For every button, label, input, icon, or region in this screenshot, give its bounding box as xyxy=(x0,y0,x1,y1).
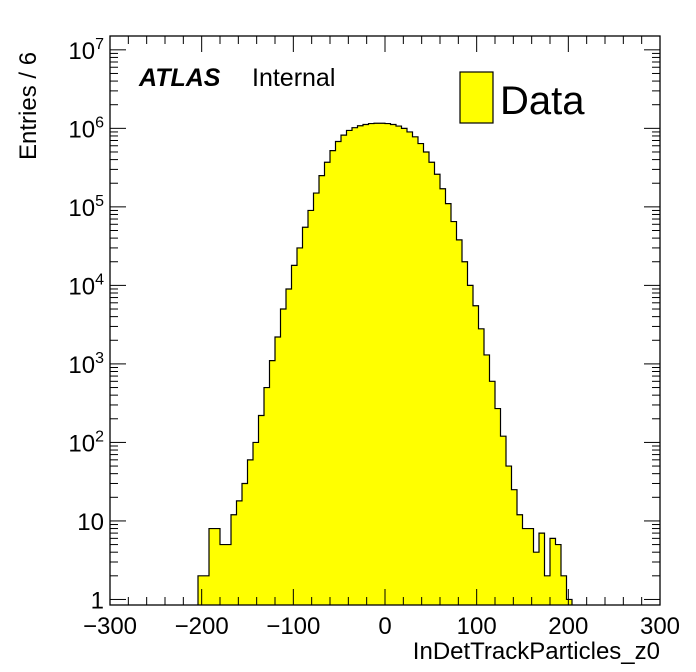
histogram-bar xyxy=(368,123,375,606)
histogram-bar xyxy=(236,500,243,605)
histogram-bar xyxy=(533,552,540,605)
histogram-bar xyxy=(313,193,320,605)
histogram-bar xyxy=(500,436,507,605)
histogram-bar xyxy=(566,599,573,605)
histogram-bar xyxy=(379,123,386,605)
histogram-bar xyxy=(319,175,325,606)
x-axis-label: InDetTrackParticles_z0 xyxy=(413,638,660,665)
histogram-bar xyxy=(423,151,430,605)
y-tick-labels: 1 10 102 103 104 105 106 107 xyxy=(68,36,104,615)
legend: Data xyxy=(459,71,585,124)
histogram-bar xyxy=(401,128,408,605)
histogram-bar xyxy=(484,354,490,605)
histogram-bar xyxy=(478,328,485,605)
histogram-bar xyxy=(429,162,435,605)
histogram-bar xyxy=(418,143,424,605)
y-tick-label: 107 xyxy=(68,36,104,65)
histogram-bar xyxy=(451,221,457,605)
y-tick-label: 102 xyxy=(68,428,104,457)
histogram-bar xyxy=(346,130,353,605)
y-tick-label: 104 xyxy=(68,271,104,300)
histogram-bar xyxy=(561,575,567,605)
histogram-bar xyxy=(291,265,298,605)
legend-swatch xyxy=(459,71,494,124)
y-tick-label: 106 xyxy=(68,114,104,143)
histogram-bar xyxy=(544,575,551,605)
histogram-bar xyxy=(341,135,347,606)
histogram-bar xyxy=(280,309,287,605)
histogram-bar xyxy=(253,442,259,605)
histogram-bar xyxy=(506,466,512,605)
internal-label: Internal xyxy=(252,64,335,92)
histogram-outline xyxy=(197,122,573,605)
axis-ticks xyxy=(109,36,661,605)
x-tick-label: 200 xyxy=(548,613,588,640)
histogram-bar xyxy=(407,131,413,605)
histogram-bar xyxy=(308,210,314,605)
histogram-bar xyxy=(242,483,248,605)
histogram-bar xyxy=(528,528,534,605)
histogram-bar xyxy=(363,124,369,606)
histogram-bar xyxy=(258,415,265,605)
histogram-bar xyxy=(374,123,380,605)
histogram-bar xyxy=(434,174,441,605)
y-tick-label: 10 xyxy=(77,509,104,536)
x-tick-label: −100 xyxy=(266,613,320,640)
histogram-bar xyxy=(209,528,215,605)
histogram-bar xyxy=(396,126,402,606)
histogram-bar xyxy=(286,288,292,605)
histogram-bar xyxy=(302,227,309,605)
histogram-bar xyxy=(467,285,474,605)
histogram-bar xyxy=(511,489,518,605)
histogram-bars xyxy=(198,123,573,606)
histogram-bar xyxy=(462,261,468,605)
histogram-bar xyxy=(198,575,204,605)
histogram-bar xyxy=(440,188,446,605)
histogram-bar xyxy=(220,544,226,605)
histogram-bar xyxy=(352,127,358,606)
histogram-bar xyxy=(357,125,364,605)
histogram-bar xyxy=(269,360,276,605)
histogram-bar xyxy=(275,337,281,605)
x-tick-label: 300 xyxy=(640,613,680,640)
y-tick-label: 1 xyxy=(91,587,104,614)
x-tick-label: 100 xyxy=(457,613,497,640)
histogram-bar xyxy=(412,136,419,605)
x-tick-label: −200 xyxy=(175,613,229,640)
histogram-bar xyxy=(297,247,303,606)
histogram-bar xyxy=(231,514,237,605)
histogram-bar xyxy=(203,575,210,605)
histogram-bar xyxy=(390,124,397,606)
histogram-bar xyxy=(445,203,452,606)
histogram-bar xyxy=(264,387,270,605)
histogram-bar xyxy=(539,533,545,605)
histogram-bar xyxy=(456,239,463,606)
histogram-bar xyxy=(324,162,331,605)
x-tick-labels: −300 −200 −100 0 100 200 300 xyxy=(83,613,680,640)
histogram-bar xyxy=(385,123,391,606)
histogram-bar xyxy=(214,528,221,605)
y-tick-label: 105 xyxy=(68,193,104,222)
histogram-bar xyxy=(489,381,496,605)
histogram-bar xyxy=(550,538,556,605)
histogram-bar xyxy=(330,150,336,605)
x-tick-label: 0 xyxy=(378,613,391,640)
y-tick-label: 103 xyxy=(68,350,104,379)
y-axis-label: Entries / 6 xyxy=(15,52,42,160)
histogram-bar xyxy=(517,514,523,605)
histogram-bar xyxy=(225,544,232,605)
atlas-label: ATLAS xyxy=(138,64,221,92)
histogram-bar xyxy=(335,141,342,606)
atlas-annotation: ATLAS Internal xyxy=(138,64,335,92)
histogram-bar xyxy=(473,305,479,605)
legend-entry-data: Data xyxy=(500,79,585,123)
histogram-bar xyxy=(495,408,501,605)
x-tick-label: −300 xyxy=(83,613,137,640)
histogram-bar xyxy=(247,459,254,605)
histogram-bar xyxy=(555,544,562,605)
histogram-bar xyxy=(522,528,529,605)
